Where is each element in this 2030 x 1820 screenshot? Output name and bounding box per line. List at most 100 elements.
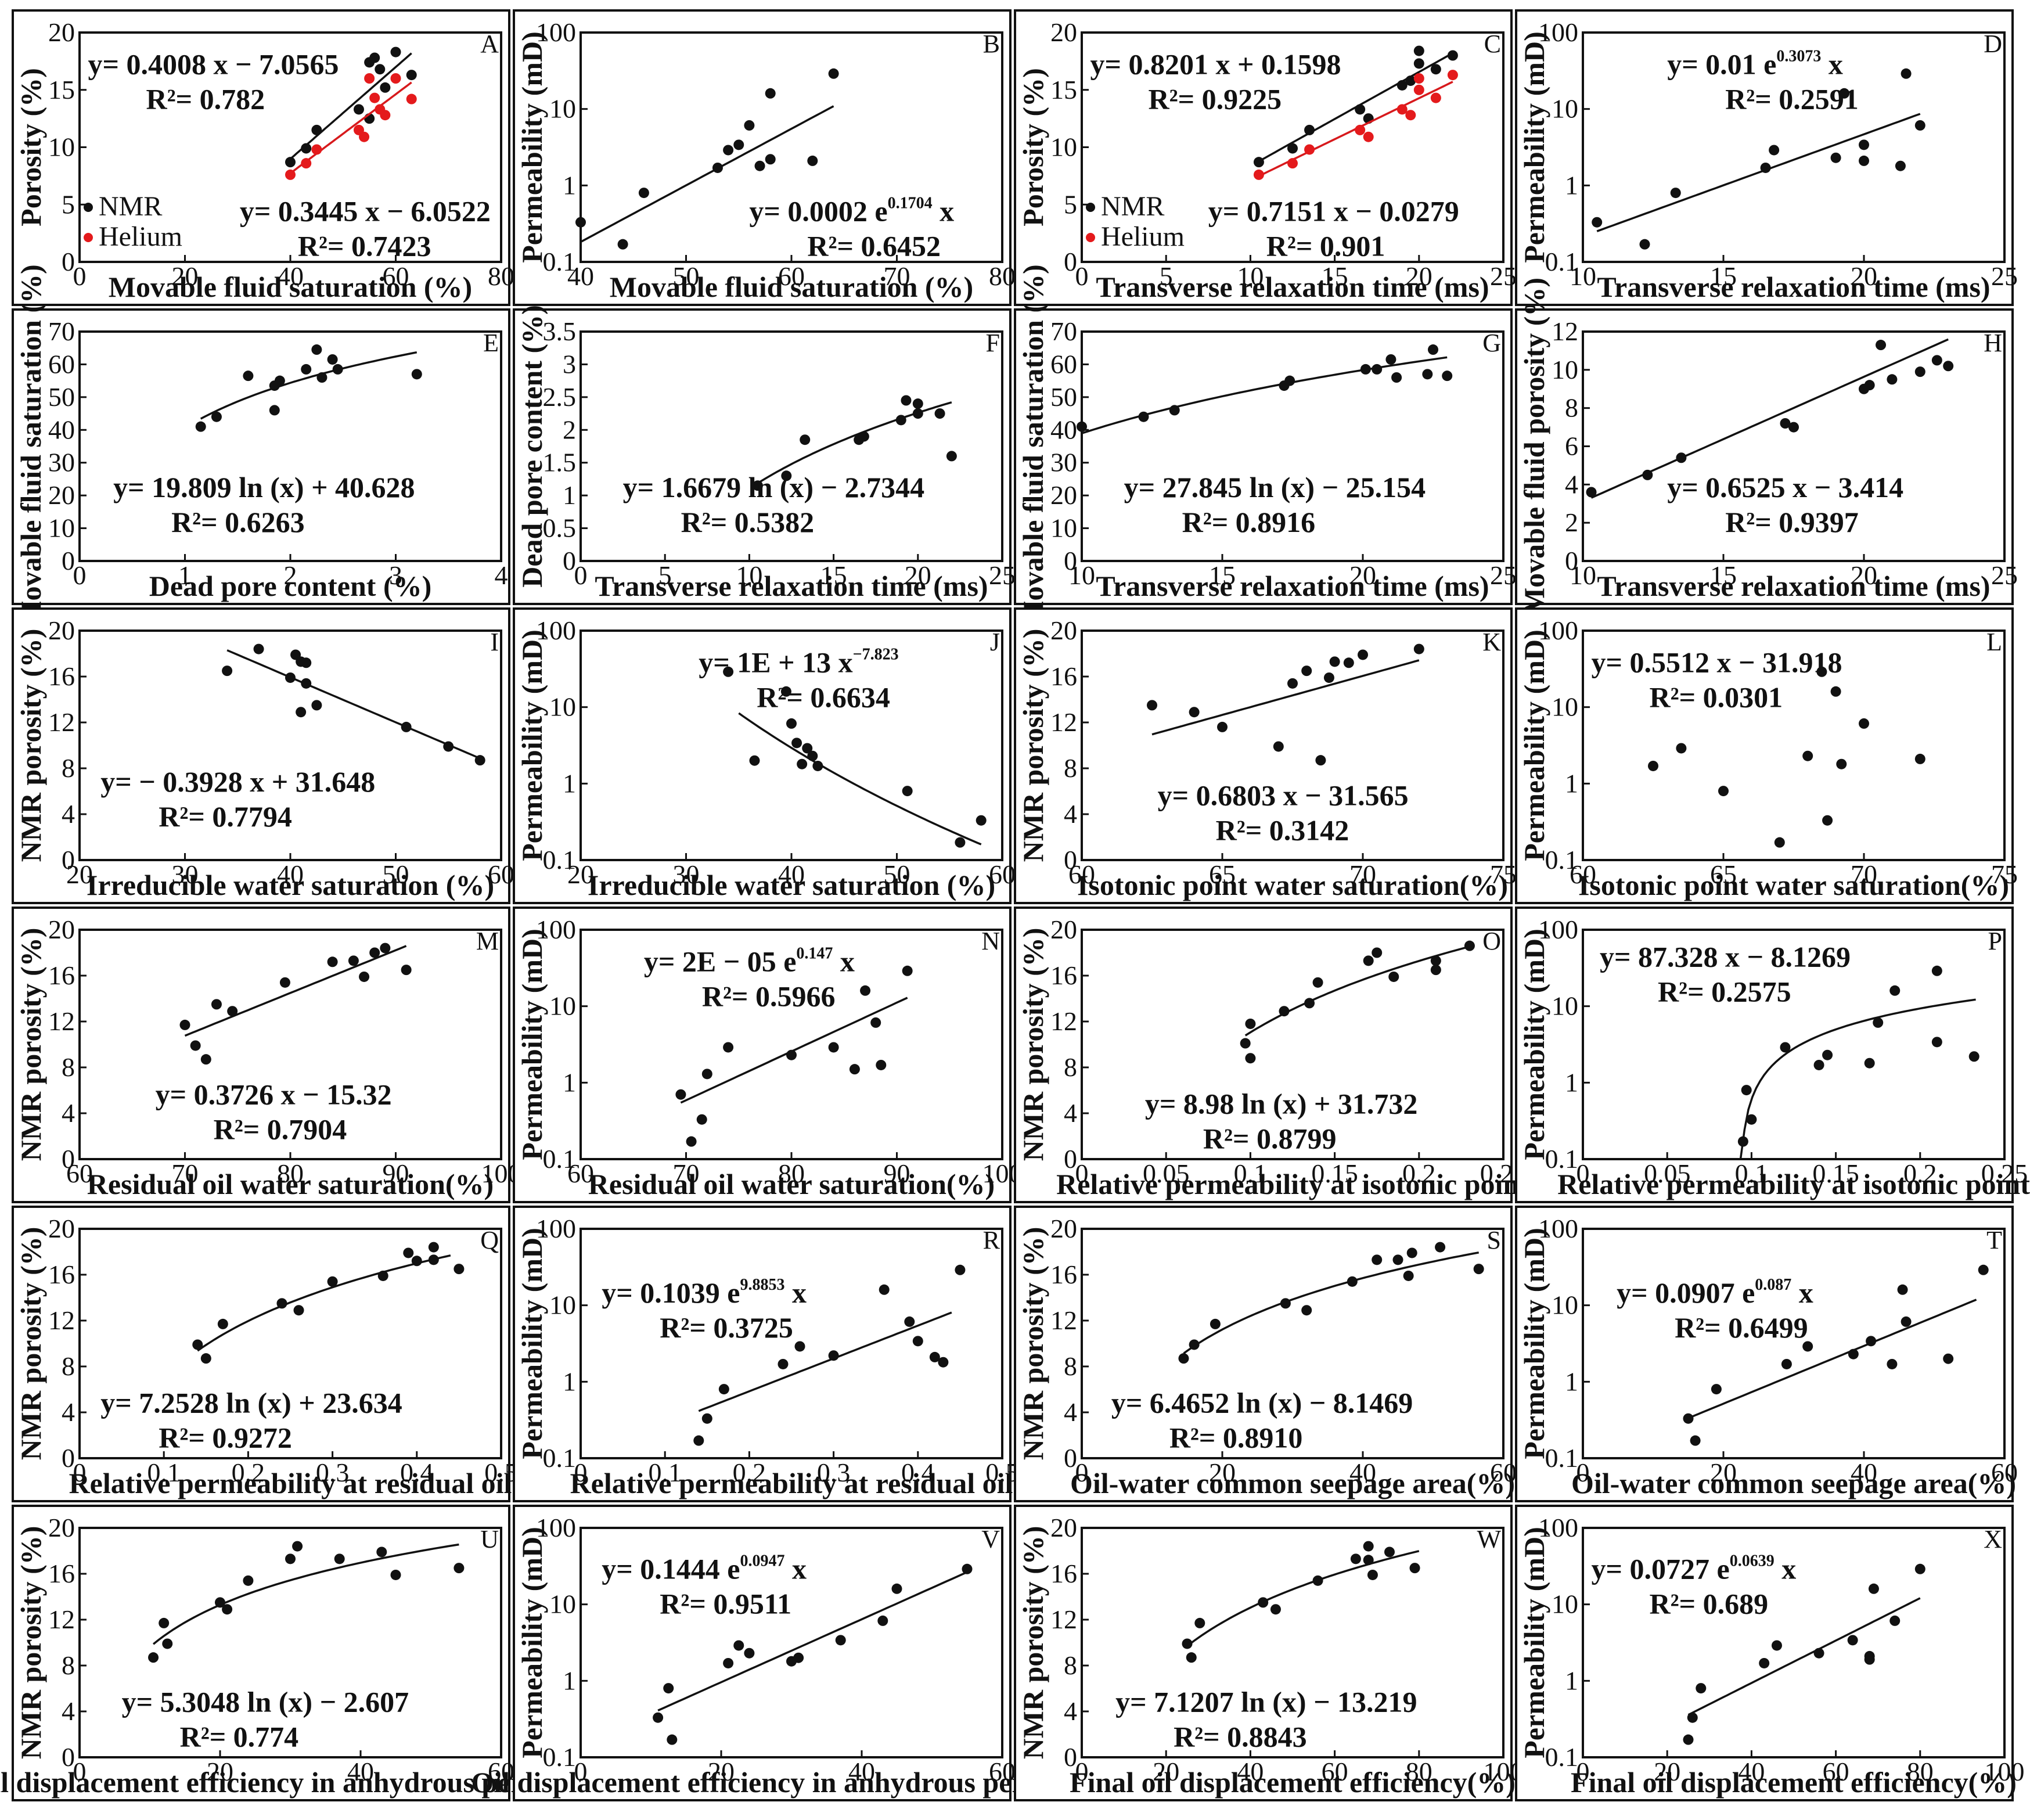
y-tick-label: 0 (62, 546, 75, 576)
y-tick-label: 0 (1565, 546, 1578, 576)
data-point (1301, 666, 1312, 677)
x-tick-label: 5 (658, 560, 672, 590)
x-axis-label: Transverse relaxation time (ms) (1597, 570, 1990, 602)
y-tick-label: 0.1 (543, 1443, 577, 1473)
r-squared: R²= 0.8916 (1182, 506, 1316, 538)
x-tick-label: 0.15 (1812, 1159, 1859, 1188)
data-point (1769, 145, 1780, 156)
x-tick-label: 25 (1490, 560, 1517, 590)
x-tick-label: 15 (1710, 560, 1737, 590)
y-tick-label: 10 (48, 132, 75, 162)
x-axis-label: Dead pore content (%) (149, 570, 432, 602)
data-point (744, 120, 755, 131)
y-tick-label: 100 (1538, 1214, 1578, 1243)
y-tick-label: 12 (1050, 1605, 1077, 1634)
data-point (1372, 1254, 1383, 1265)
data-point-helium (1363, 131, 1374, 142)
plot-area (1081, 330, 1504, 562)
data-point (192, 1339, 203, 1350)
data-point (800, 434, 811, 445)
x-axis-label: Transverse relaxation time (ms) (1096, 570, 1489, 602)
y-tick-label: 10 (1050, 132, 1077, 162)
x-tick-label: 60 (1490, 1458, 1517, 1487)
panel-frame (1515, 1505, 2014, 1801)
panel-letter: O (1482, 927, 1501, 955)
data-point (1914, 366, 1925, 377)
data-point (327, 1276, 338, 1287)
x-tick-label: 0.4 (400, 1458, 434, 1487)
y-tick-label: 12 (1050, 1006, 1077, 1036)
fit-equation: y= 0.8201 x + 0.1598 (1090, 48, 1341, 81)
r-squared: R²= 0.6263 (171, 506, 305, 538)
x-axis-label: Final oil displacement efficiency(%) (1571, 1766, 2017, 1799)
y-axis-label: NMR porosity (%) (1017, 629, 1049, 862)
y-tick-label: 30 (48, 448, 75, 477)
y-tick-label: 4 (62, 799, 75, 829)
y-tick-label: 1 (563, 768, 576, 798)
data-point (1866, 1336, 1877, 1347)
x-tick-label: 0.15 (1311, 1159, 1358, 1188)
x-tick-label: 0 (1075, 1757, 1089, 1786)
data-point (1816, 666, 1827, 677)
data-point (1138, 411, 1149, 422)
y-axis-label: Permeability (mD) (516, 1228, 548, 1459)
data-point (1396, 80, 1408, 91)
y-tick-label: 1 (1565, 1666, 1578, 1695)
data-point (1978, 1264, 1989, 1275)
x-tick-label: 80 (1907, 1757, 1934, 1786)
data-point (1802, 1341, 1813, 1352)
x-tick-label: 0.3 (817, 1458, 851, 1487)
y-tick-label: 10 (549, 1589, 576, 1619)
data-point (1759, 1657, 1770, 1668)
data-point (1830, 152, 1841, 163)
fit-equation: y= 0.3445 x − 6.0522 (240, 195, 491, 227)
x-tick-label: 1 (178, 560, 192, 590)
data-point (311, 124, 322, 135)
y-tick-label: 12 (48, 707, 75, 737)
data-point (348, 955, 359, 966)
data-point (617, 239, 628, 250)
panel-letter: J (990, 628, 1000, 656)
y-tick-label: 1 (563, 480, 576, 510)
y-tick-label: 8 (1064, 753, 1077, 783)
y-tick-label: 1 (1565, 1067, 1578, 1097)
r-squared: R²= 0.2591 (1725, 83, 1859, 116)
data-point (1897, 1284, 1908, 1295)
x-tick-label: 70 (1349, 859, 1376, 889)
trendline (1739, 998, 1976, 1160)
data-point (934, 408, 945, 419)
plot-area (1081, 1527, 1504, 1758)
data-point (1367, 1569, 1378, 1580)
panel-frame (513, 1505, 1012, 1801)
data-point (453, 1563, 465, 1574)
y-axis-label: NMR porosity (%) (15, 629, 47, 862)
x-tick-label: 10 (1068, 560, 1095, 590)
panel-letter: L (1986, 628, 2002, 656)
panel-frame (12, 308, 510, 605)
data-point (253, 643, 264, 654)
x-tick-label: 80 (778, 1159, 805, 1188)
x-tick-label: 0.2 (1903, 1159, 1937, 1188)
fit-equation: y= 7.2528 ln (x) + 23.634 (100, 1387, 402, 1419)
y-tick-label: 0.1 (1545, 845, 1579, 875)
data-point (1392, 1254, 1403, 1265)
data-point (723, 1042, 734, 1053)
data-point (1253, 157, 1264, 168)
y-tick-label: 100 (1538, 17, 1578, 47)
x-tick-label: 30 (673, 859, 700, 889)
y-tick-label: 50 (48, 382, 75, 412)
panel-frame (1014, 308, 1513, 605)
panel-letter: S (1487, 1226, 1501, 1254)
y-axis-label: NMR porosity (%) (1017, 1227, 1049, 1461)
x-tick-label: 80 (277, 1159, 304, 1188)
y-tick-label: 12 (48, 1006, 75, 1036)
data-point (293, 1305, 304, 1316)
data-point (1413, 45, 1424, 56)
panel-letter: F (986, 329, 1000, 357)
data-point (749, 755, 760, 766)
data-point-helium (1430, 92, 1441, 103)
data-point-helium (1287, 158, 1298, 169)
data-point (1931, 1037, 1942, 1048)
